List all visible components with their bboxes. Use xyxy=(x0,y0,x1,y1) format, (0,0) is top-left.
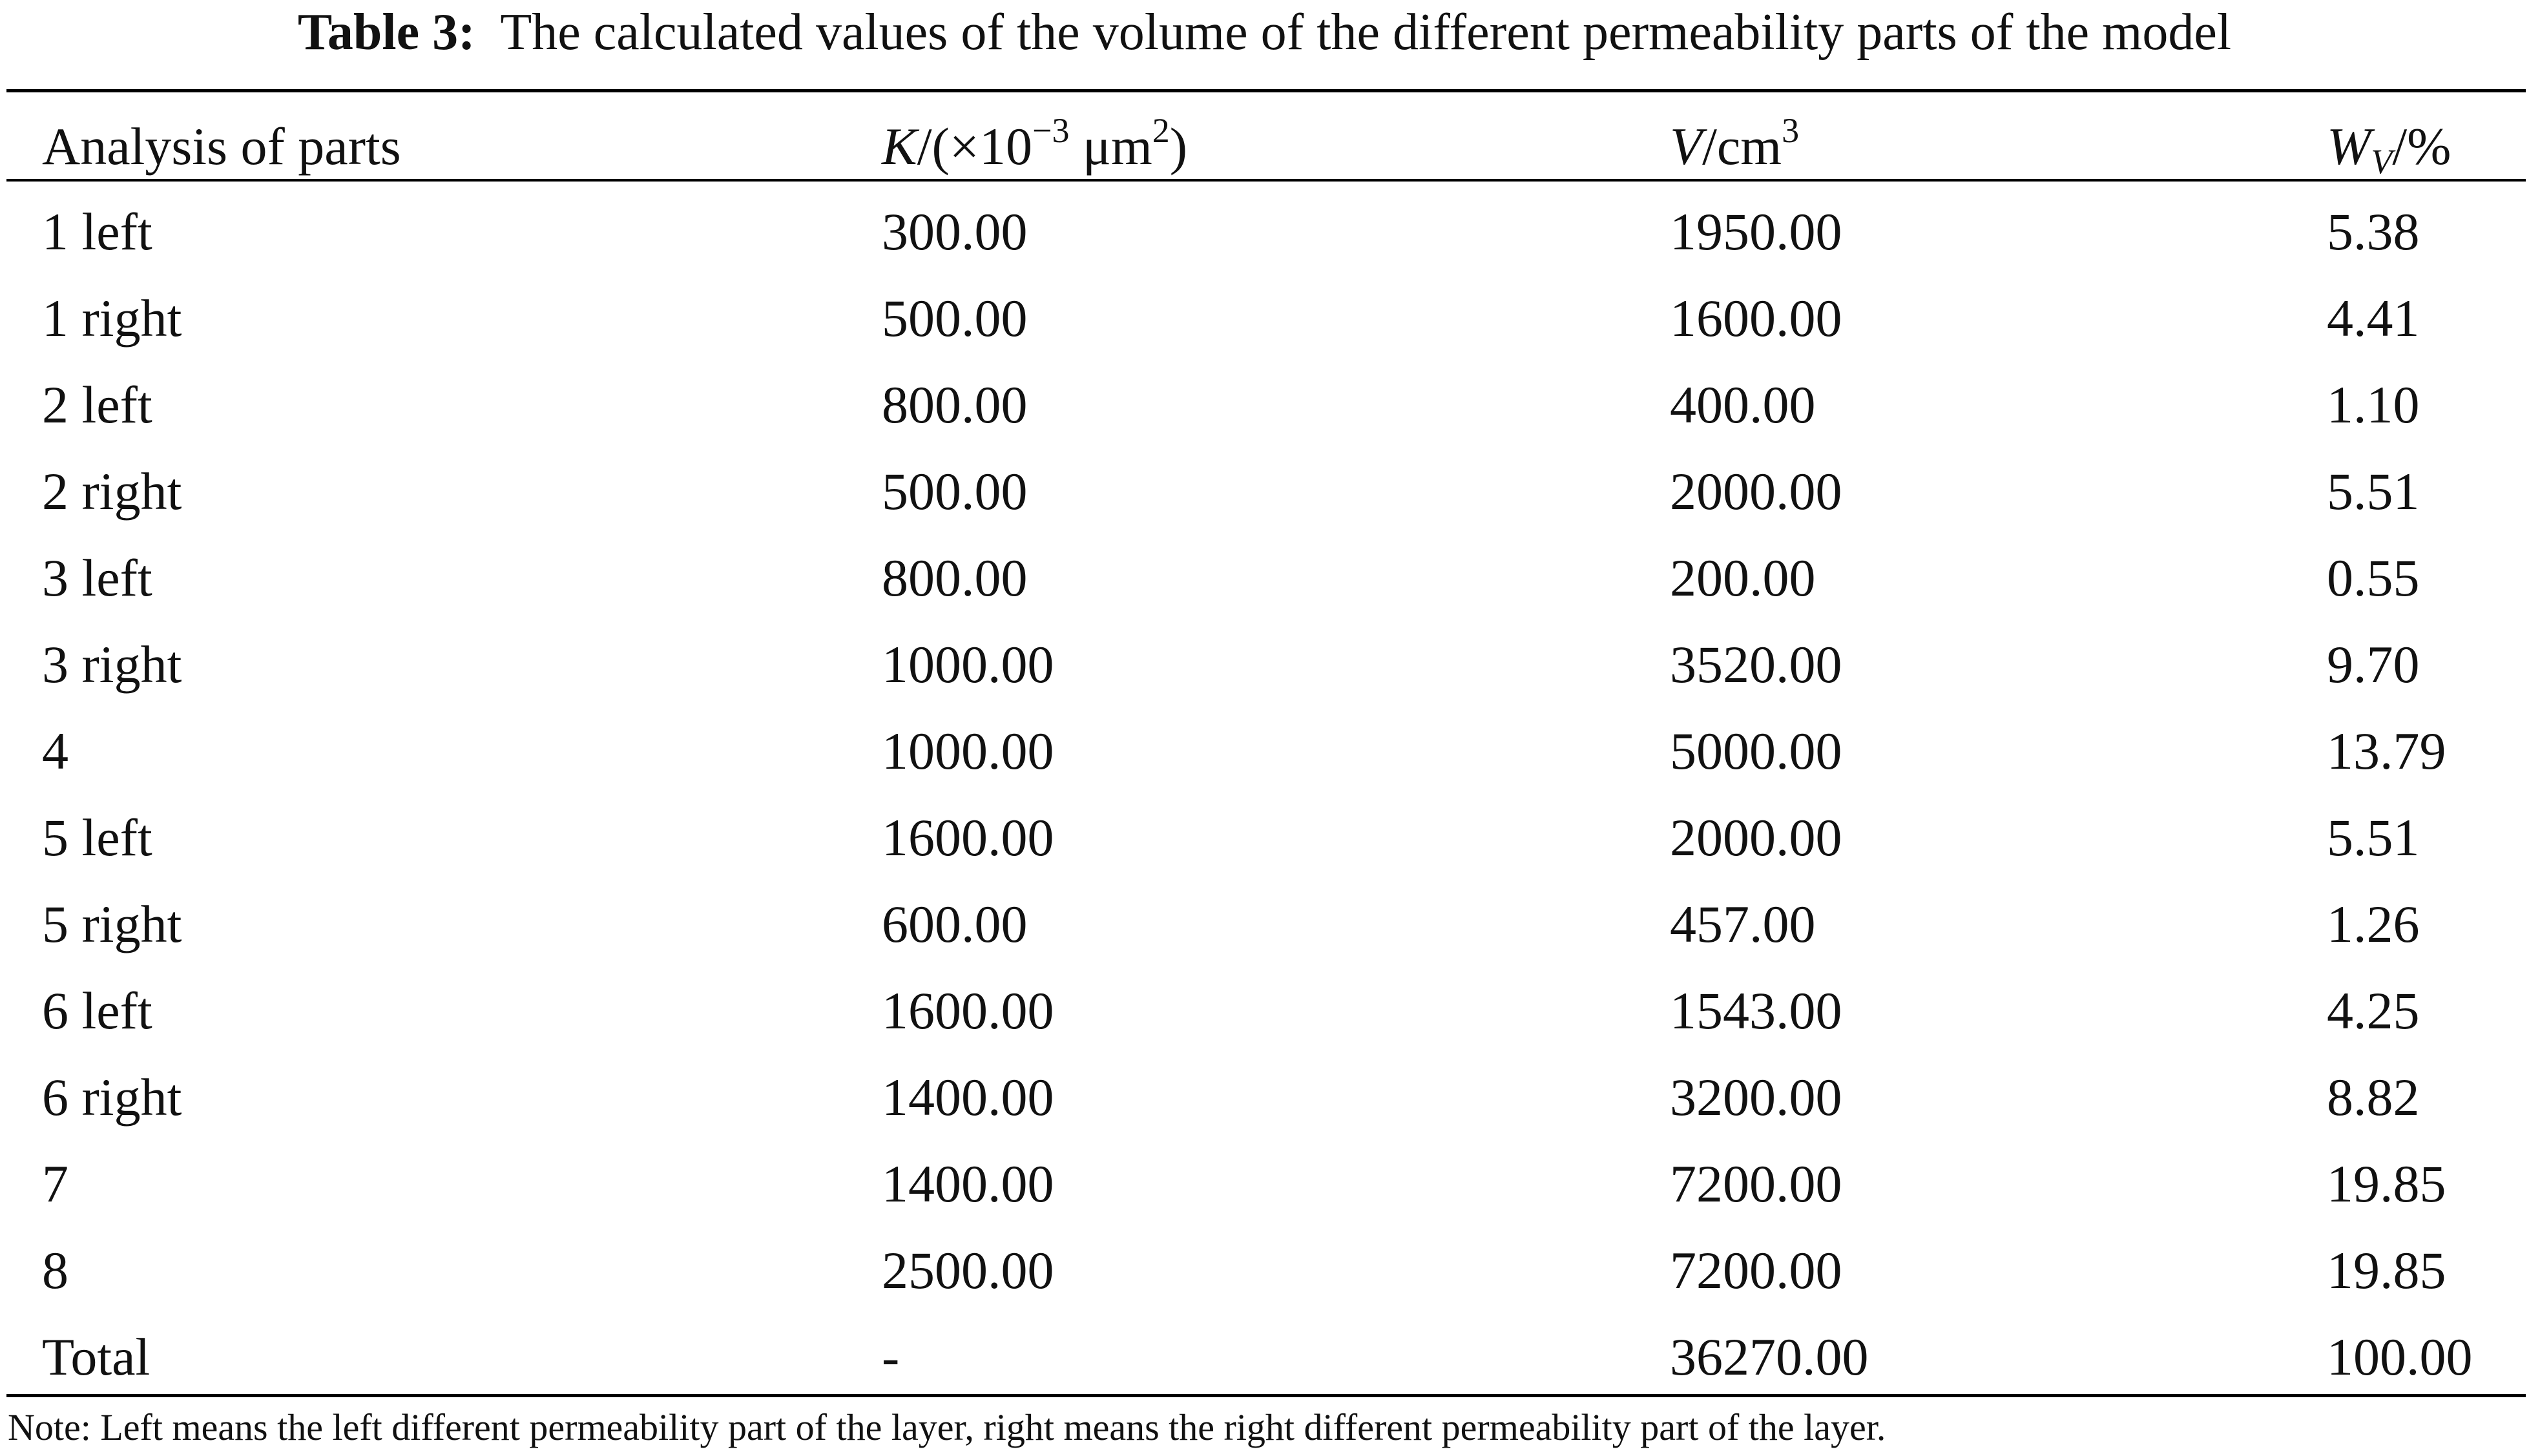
cell-volume-fraction: 19.85 xyxy=(2327,1154,2446,1213)
header-volume-unit: /cm xyxy=(1702,117,1782,176)
table-row: 1 left 300.00 1950.00 5.38 xyxy=(0,189,2529,275)
cell-volume-fraction: 1.26 xyxy=(2327,895,2420,953)
table-row: 8 2500.00 7200.00 19.85 xyxy=(0,1227,2529,1314)
header-volume-fraction: WV/% xyxy=(2327,103,2451,181)
table-top-rule xyxy=(6,89,2526,92)
table-row-total: Total - 36270.00 100.00 xyxy=(0,1314,2529,1400)
cell-part: 5 right xyxy=(42,895,182,953)
table-header-rule xyxy=(6,179,2526,182)
cell-volume-fraction: 13.79 xyxy=(2327,722,2446,780)
table-caption: Table 3: The calculated values of the vo… xyxy=(0,0,2529,71)
header-volume-fraction-unit: /% xyxy=(2392,117,2451,176)
cell-part: 1 left xyxy=(42,202,152,261)
table-row: 5 left 1600.00 2000.00 5.51 xyxy=(0,795,2529,881)
cell-volume-fraction: 19.85 xyxy=(2327,1241,2446,1300)
cell-part: 3 left xyxy=(42,548,152,607)
cell-volume-fraction: 5.51 xyxy=(2327,808,2420,867)
cell-volume-fraction: 4.25 xyxy=(2327,981,2420,1040)
cell-volume: 7200.00 xyxy=(1670,1154,1842,1213)
cell-volume: 1600.00 xyxy=(1670,289,1842,348)
cell-volume: 3200.00 xyxy=(1670,1068,1842,1127)
cell-permeability: 1600.00 xyxy=(882,808,1054,867)
table-caption-label: Table 3: xyxy=(297,4,475,61)
cell-permeability: 500.00 xyxy=(882,289,1028,348)
cell-part: Total xyxy=(42,1327,151,1386)
cell-volume: 400.00 xyxy=(1670,375,1816,434)
header-permeability-prefix: /(×10 xyxy=(917,117,1033,176)
cell-part: 2 left xyxy=(42,375,152,434)
cell-part: 2 right xyxy=(42,462,182,521)
header-analysis-of-parts: Analysis of parts xyxy=(42,117,401,176)
header-volume-fraction-symbol: W xyxy=(2327,117,2371,176)
table-row: 6 left 1600.00 1543.00 4.25 xyxy=(0,968,2529,1054)
table-row: 1 right 500.00 1600.00 4.41 xyxy=(0,275,2529,362)
cell-volume: 5000.00 xyxy=(1670,722,1842,780)
cell-permeability: 2500.00 xyxy=(882,1241,1054,1300)
table-row: 5 right 600.00 457.00 1.26 xyxy=(0,881,2529,968)
table-row: 2 left 800.00 400.00 1.10 xyxy=(0,362,2529,448)
cell-volume-fraction: 1.10 xyxy=(2327,375,2420,434)
table-header-row: Analysis of parts K/(×10−3 μm2) V/cm3 WV… xyxy=(0,103,2529,181)
cell-part: 6 right xyxy=(42,1068,182,1127)
cell-part: 1 right xyxy=(42,289,182,348)
table-note: Note: Left means the left different perm… xyxy=(8,1406,1886,1448)
header-volume-exponent: 3 xyxy=(1782,111,1800,150)
cell-permeability: 800.00 xyxy=(882,548,1028,607)
cell-volume: 457.00 xyxy=(1670,895,1816,953)
table-row: 6 right 1400.00 3200.00 8.82 xyxy=(0,1054,2529,1141)
cell-permeability: - xyxy=(882,1327,900,1386)
header-permeability-symbol: K xyxy=(882,117,917,176)
table-row: 7 1400.00 7200.00 19.85 xyxy=(0,1141,2529,1227)
cell-part: 4 xyxy=(42,722,68,780)
header-volume: V/cm3 xyxy=(1670,103,1799,180)
cell-permeability: 1400.00 xyxy=(882,1068,1054,1127)
table-row: 3 left 800.00 200.00 0.55 xyxy=(0,535,2529,621)
cell-volume-fraction: 9.70 xyxy=(2327,635,2420,694)
cell-volume-fraction: 8.82 xyxy=(2327,1068,2420,1127)
cell-volume: 7200.00 xyxy=(1670,1241,1842,1300)
cell-volume-fraction: 5.51 xyxy=(2327,462,2420,521)
table-row: 3 right 1000.00 3520.00 9.70 xyxy=(0,621,2529,708)
cell-permeability: 300.00 xyxy=(882,202,1028,261)
table-row: 2 right 500.00 2000.00 5.51 xyxy=(0,448,2529,535)
table-bottom-rule xyxy=(6,1394,2526,1397)
table-caption-text: The calculated values of the volume of t… xyxy=(500,4,2232,61)
cell-permeability: 1000.00 xyxy=(882,635,1054,694)
header-permeability-exponent: −3 xyxy=(1032,111,1070,150)
cell-permeability: 1600.00 xyxy=(882,981,1054,1040)
header-permeability-close: ) xyxy=(1169,117,1188,176)
cell-permeability: 800.00 xyxy=(882,375,1028,434)
cell-volume-fraction: 5.38 xyxy=(2327,202,2420,261)
cell-permeability: 600.00 xyxy=(882,895,1028,953)
cell-volume: 1950.00 xyxy=(1670,202,1842,261)
cell-volume: 200.00 xyxy=(1670,548,1816,607)
cell-volume: 3520.00 xyxy=(1670,635,1842,694)
cell-part: 6 left xyxy=(42,981,152,1040)
cell-volume: 2000.00 xyxy=(1670,462,1842,521)
header-volume-fraction-subscript: V xyxy=(2371,142,2393,181)
header-permeability-unit-exponent: 2 xyxy=(1152,111,1170,150)
cell-part: 8 xyxy=(42,1241,68,1300)
cell-volume-fraction: 100.00 xyxy=(2327,1327,2473,1386)
cell-volume: 2000.00 xyxy=(1670,808,1842,867)
cell-part: 3 right xyxy=(42,635,182,694)
header-permeability: K/(×10−3 μm2) xyxy=(882,103,1187,180)
cell-volume: 36270.00 xyxy=(1670,1327,1869,1386)
cell-volume: 1543.00 xyxy=(1670,981,1842,1040)
cell-permeability: 500.00 xyxy=(882,462,1028,521)
cell-volume-fraction: 0.55 xyxy=(2327,548,2420,607)
cell-volume-fraction: 4.41 xyxy=(2327,289,2420,348)
cell-part: 7 xyxy=(42,1154,68,1213)
cell-part: 5 left xyxy=(42,808,152,867)
table-row: 4 1000.00 5000.00 13.79 xyxy=(0,708,2529,795)
header-permeability-unit: μm xyxy=(1069,117,1152,176)
cell-permeability: 1000.00 xyxy=(882,722,1054,780)
cell-permeability: 1400.00 xyxy=(882,1154,1054,1213)
header-volume-symbol: V xyxy=(1670,117,1703,176)
